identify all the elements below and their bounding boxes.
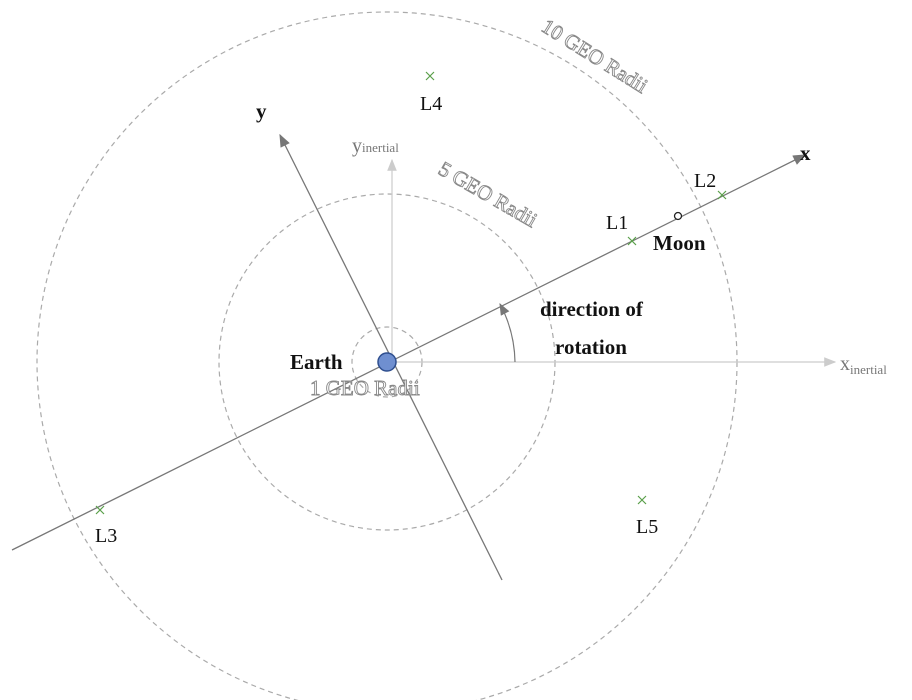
- rotation-label-2: rotation: [555, 335, 627, 359]
- base: x: [840, 353, 850, 375]
- lagrange-markers: [95, 71, 727, 515]
- l4-label: L4: [420, 93, 442, 115]
- l5-label: L5: [636, 516, 658, 538]
- rotation-label-1: direction of: [540, 297, 644, 321]
- ring-1-label: 1 GEO Radii: [310, 376, 420, 400]
- l5-marker: [637, 495, 647, 505]
- l2-label: L2: [694, 170, 716, 192]
- rotation-arrow: [499, 302, 516, 363]
- earth-label: Earth: [290, 350, 343, 374]
- ring-10-label: 10 GEO Radii: [537, 14, 652, 98]
- x-label: x: [800, 141, 811, 165]
- sub: inertial: [850, 362, 887, 377]
- l3-marker: [95, 505, 105, 515]
- l1-marker: [627, 236, 637, 246]
- y-inertial-label: yinertial: [352, 135, 399, 157]
- l4-marker: [425, 71, 435, 81]
- l1-label: L1: [606, 212, 628, 234]
- earth: [377, 352, 397, 372]
- x-inertial-label: xinertial: [840, 353, 887, 377]
- l3-label: L3: [95, 525, 117, 547]
- y-label: y: [256, 99, 267, 123]
- moon-label: Moon: [653, 231, 706, 255]
- l2-marker: [717, 190, 727, 200]
- base: y: [352, 135, 362, 157]
- moon: [673, 211, 683, 221]
- sub: inertial: [362, 140, 399, 155]
- ring-5-label: 5 GEO Radii: [435, 157, 542, 233]
- x-axis: [11, 154, 807, 551]
